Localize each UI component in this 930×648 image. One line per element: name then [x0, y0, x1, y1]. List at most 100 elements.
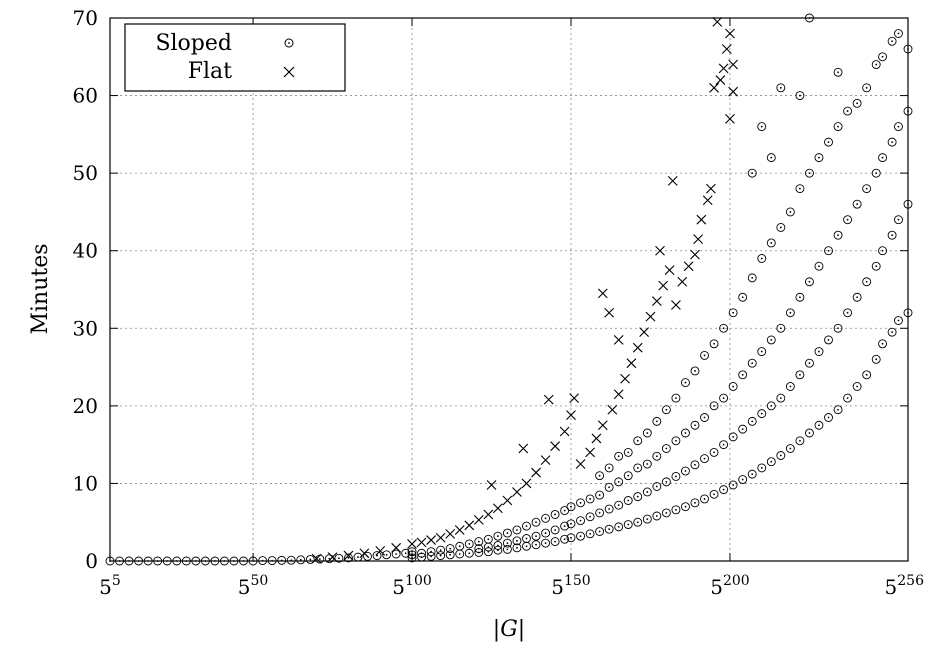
data-point-sloped: [700, 454, 709, 464]
data-point-sloped: [286, 555, 296, 565]
data-point-flat: [651, 296, 662, 307]
data-point-sloped: [541, 528, 551, 538]
data-point-sloped: [143, 556, 153, 566]
data-point-sloped: [426, 547, 436, 557]
data-point-sloped: [604, 504, 614, 514]
y-axis-label: Minutes: [28, 243, 53, 334]
data-point-sloped: [560, 521, 570, 531]
data-point-flat: [521, 478, 532, 489]
data-point-sloped: [220, 556, 229, 566]
data-point-sloped: [642, 428, 652, 438]
data-point-flat: [632, 342, 643, 353]
data-point-flat: [473, 514, 484, 525]
data-point-sloped: [843, 393, 853, 403]
data-point-sloped: [871, 261, 881, 271]
data-point-sloped: [671, 436, 681, 446]
legend-marker-sloped: [284, 38, 294, 48]
data-point-sloped: [804, 277, 814, 287]
data-point-flat: [677, 276, 688, 287]
data-point-sloped: [248, 556, 258, 566]
data-point-sloped: [843, 308, 853, 318]
data-point-flat: [655, 245, 665, 256]
data-point-flat: [566, 410, 576, 421]
data-point-sloped: [878, 52, 888, 62]
legend-marker-flat: [283, 66, 295, 78]
y-tick-label: 30: [73, 316, 98, 340]
data-point-sloped: [576, 498, 585, 508]
data-point-sloped: [502, 544, 512, 554]
data-point-sloped: [652, 482, 662, 491]
data-point-sloped: [614, 500, 624, 510]
data-point-sloped: [229, 556, 239, 566]
data-point-sloped: [776, 393, 786, 403]
data-point-flat: [604, 307, 615, 318]
data-point-sloped: [738, 292, 748, 302]
data-point-flat: [512, 487, 522, 497]
data-point-sloped: [671, 393, 681, 403]
data-point-sloped: [296, 555, 306, 565]
data-point-sloped: [814, 261, 824, 271]
data-point-sloped: [566, 533, 576, 543]
x-tick-label: 550: [238, 573, 269, 599]
data-point-flat: [550, 441, 560, 452]
legend-box: [124, 23, 346, 92]
data-point-sloped: [134, 556, 144, 566]
data-point-sloped: [776, 451, 786, 460]
data-point-sloped: [738, 475, 748, 484]
data-point-sloped: [671, 505, 681, 515]
data-point-sloped: [566, 519, 576, 529]
data-point-sloped: [258, 556, 268, 566]
data-point-sloped: [709, 447, 719, 457]
data-point-sloped: [633, 492, 643, 502]
data-point-sloped: [862, 277, 872, 287]
data-point-flat: [626, 358, 637, 369]
data-point-sloped: [115, 556, 124, 566]
data-point-sloped: [652, 451, 662, 461]
data-point-flat: [575, 459, 586, 469]
data-point-flat: [620, 373, 630, 384]
data-point-sloped: [455, 541, 465, 551]
data-point-sloped: [493, 545, 503, 555]
data-point-sloped: [595, 490, 605, 500]
data-point-sloped: [401, 548, 411, 558]
y-tick-label: 60: [73, 84, 98, 108]
data-point-sloped: [464, 548, 474, 558]
data-point-sloped: [747, 273, 757, 283]
data-point-sloped: [172, 556, 182, 566]
data-point-sloped: [560, 534, 570, 544]
data-point-sloped: [852, 98, 862, 108]
data-point-sloped: [642, 487, 652, 497]
data-point-sloped: [766, 457, 776, 467]
data-point-flat: [597, 420, 608, 431]
data-point-sloped: [642, 459, 652, 469]
data-point-sloped: [862, 83, 872, 93]
data-point-sloped: [483, 547, 493, 557]
data-point-sloped: [814, 153, 824, 163]
data-point-flat: [327, 552, 338, 563]
data-point-sloped: [455, 549, 465, 559]
data-point-flat: [540, 455, 551, 466]
data-point-sloped: [614, 451, 624, 461]
data-point-sloped: [585, 512, 595, 522]
data-point-sloped: [436, 551, 446, 561]
data-point-sloped: [576, 516, 585, 526]
data-point-sloped: [719, 393, 729, 403]
y-tick-label: 70: [73, 6, 98, 30]
data-point-sloped: [887, 36, 897, 46]
data-point-flat: [721, 44, 732, 54]
data-point-sloped: [795, 370, 805, 380]
data-point-sloped: [871, 168, 881, 178]
data-point-sloped: [623, 496, 633, 505]
data-point-flat: [728, 59, 739, 70]
series-flat-points: [311, 16, 739, 564]
data-point-sloped: [776, 222, 786, 232]
data-point-sloped: [814, 347, 824, 357]
data-point-sloped: [785, 382, 795, 391]
data-point-sloped: [681, 428, 690, 438]
data-point-sloped: [903, 106, 913, 116]
data-point-sloped: [795, 436, 805, 446]
data-point-sloped: [595, 508, 605, 518]
data-point-flat: [502, 495, 513, 506]
data-point-sloped: [531, 540, 541, 550]
data-point-sloped: [661, 508, 671, 518]
